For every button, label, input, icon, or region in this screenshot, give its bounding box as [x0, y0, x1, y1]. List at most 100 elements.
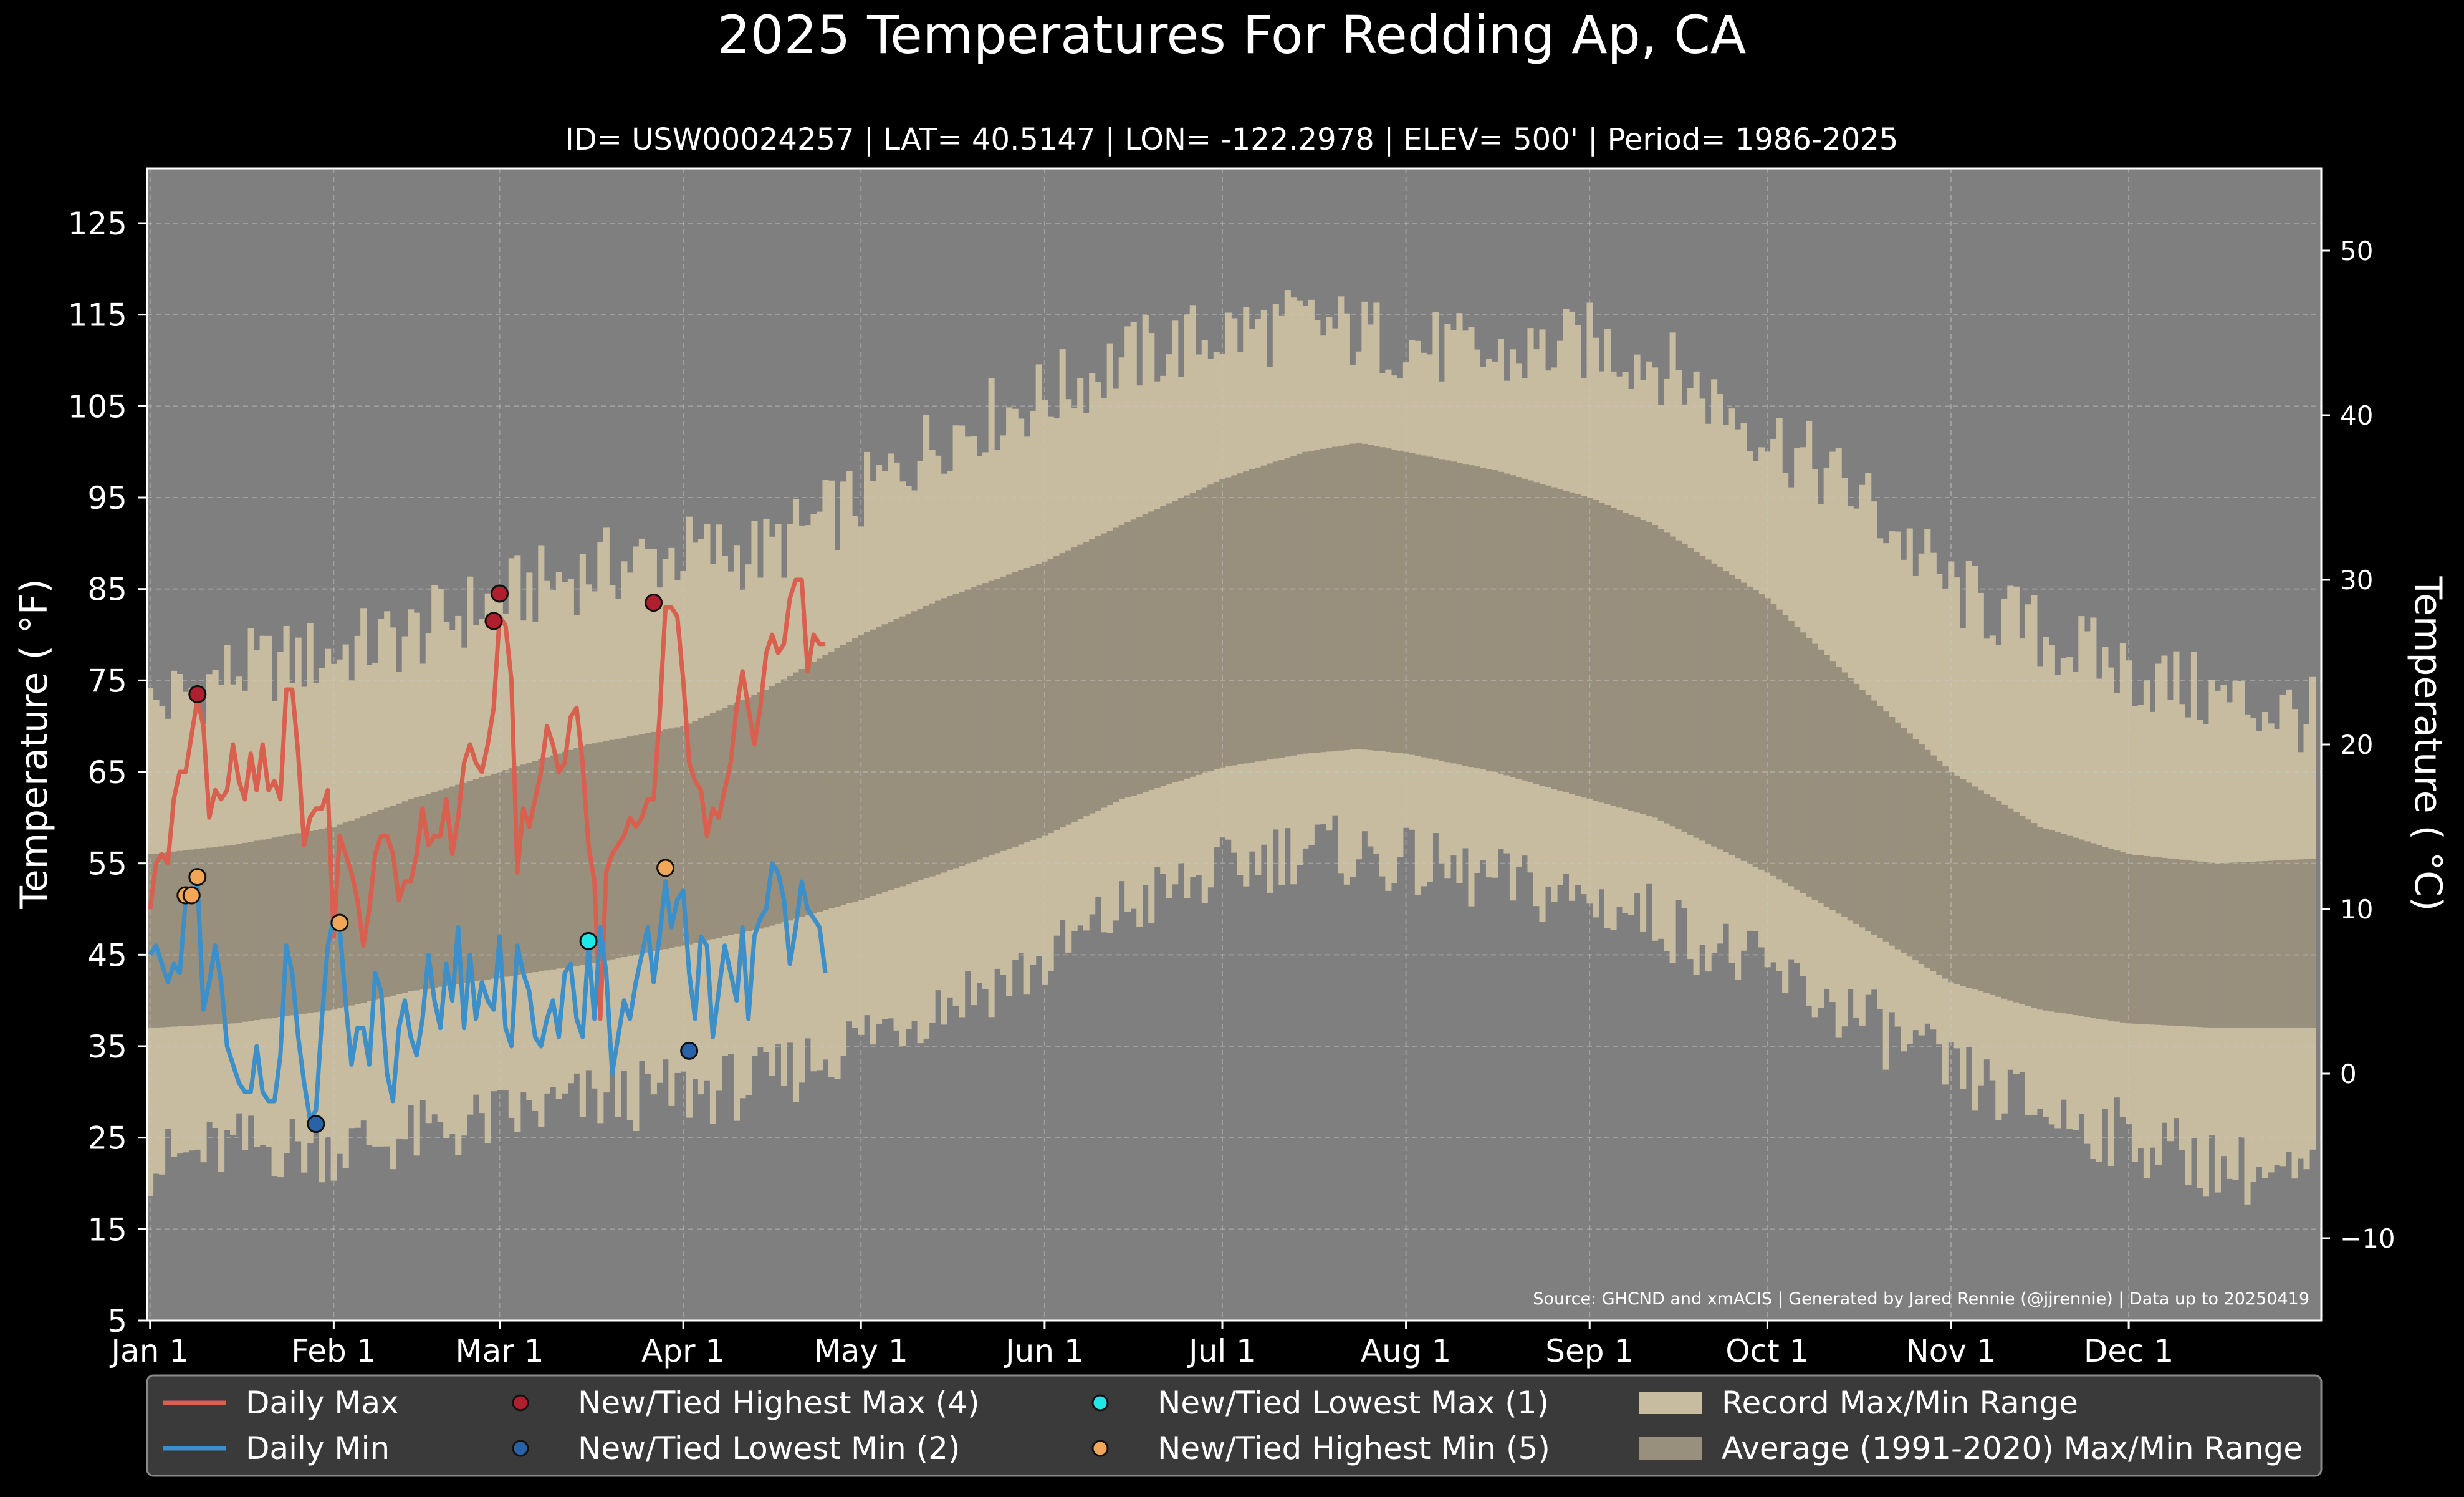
normal-range-bar: [1728, 575, 1735, 855]
normal-range-bar: [2036, 827, 2043, 1010]
normal-range-bar: [555, 753, 562, 969]
highest-max-marker: [490, 584, 509, 603]
normal-range-bar: [763, 690, 770, 928]
normal-range-bar: [1432, 458, 1439, 760]
normal-range-bar: [1402, 451, 1409, 754]
normal-range-bar: [2060, 834, 2067, 1014]
normal-range-bar: [1953, 775, 1960, 984]
normal-range-bar: [1290, 455, 1297, 756]
normal-range-bar: [626, 736, 633, 956]
normal-range-bar: [2273, 860, 2281, 1028]
normal-range-bar: [408, 799, 415, 991]
normal-range-bar: [1308, 451, 1315, 753]
normal-range-bar: [2226, 862, 2233, 1028]
normal-range-bar: [2031, 823, 2038, 1008]
normal-range-bar: [425, 794, 432, 989]
normal-range-bar: [1018, 570, 1025, 845]
normal-range-bar: [1249, 469, 1255, 763]
normal-range-bar: [757, 692, 764, 929]
normal-range-bar: [881, 624, 888, 892]
normal-range-bar: [1646, 522, 1652, 816]
normal-range-bar: [751, 695, 758, 930]
normal-range-bar: [1231, 475, 1238, 766]
normal-range-bar: [1640, 520, 1647, 814]
normal-range-bar: [496, 772, 503, 978]
normal-range-bar: [775, 683, 782, 924]
normal-range-bar: [1426, 456, 1433, 759]
y-tick-label-right: 50: [2340, 236, 2373, 266]
normal-range-bar: [2179, 859, 2186, 1026]
normal-range-bar: [1000, 576, 1007, 851]
y-tick-label-left: 125: [68, 206, 127, 242]
normal-range-bar: [662, 729, 669, 950]
normal-range-bar: [1213, 481, 1220, 769]
normal-range-bar: [2214, 863, 2222, 1028]
y-tick-label-right: 10: [2340, 894, 2373, 925]
normal-range-bar: [165, 852, 171, 1028]
lowest-max-marker: [579, 931, 598, 950]
normal-range-bar: [271, 837, 278, 1018]
x-axis: Jan 1 Feb 1 Mar 1 Apr 1 May 1 Jun 1 Jul 1 Aug 1…: [109, 1321, 2174, 1369]
normal-range-bar: [401, 801, 408, 993]
normal-range-bar: [822, 655, 829, 910]
normal-range-bar: [1497, 471, 1505, 774]
normal-range-bar: [1166, 503, 1172, 784]
normal-range-bar: [1201, 487, 1208, 773]
daily-max-line: [148, 577, 826, 1021]
normal-range-bar: [1711, 563, 1718, 847]
normal-range-bar: [2066, 835, 2073, 1014]
normal-range-bar: [390, 806, 396, 996]
normal-range-bar: [739, 700, 746, 933]
y-axis-label-right: Temperature ( °C): [2406, 576, 2450, 912]
normal-range-bar: [2149, 856, 2156, 1025]
normal-range-bar: [1480, 468, 1487, 770]
normal-range-bar: [1361, 443, 1368, 750]
normal-range-bar: [2131, 854, 2138, 1024]
y-tick-label-right: 20: [2340, 729, 2373, 760]
normal-range-bars: [147, 443, 2316, 1028]
normal-range-bar: [491, 773, 497, 979]
normal-range-bar: [668, 728, 675, 948]
normal-range-bar: [1634, 517, 1641, 813]
normal-range-bar: [176, 850, 183, 1027]
normal-range-legend-swatch: [1639, 1437, 1702, 1460]
normal-range-bar: [603, 741, 610, 961]
normal-range-bar: [1243, 471, 1250, 764]
normal-range-bar: [923, 605, 930, 878]
normal-range-bar: [562, 751, 568, 968]
highest-max-legend-swatch: [512, 1394, 529, 1412]
normal-range-bar: [633, 735, 640, 955]
normal-range-bar: [1207, 484, 1214, 771]
x-tick-label: May 1: [814, 1333, 908, 1369]
normal-range-bar: [863, 632, 871, 898]
normal-range-bar: [1853, 683, 1860, 924]
y-tick-label-left: 35: [87, 1029, 127, 1065]
normal-range-bar: [502, 770, 509, 977]
normal-range-bar: [1124, 522, 1131, 797]
normal-range-bar: [1675, 540, 1682, 829]
normal-range-bar: [656, 731, 663, 950]
left-y-axis: 5 15 25 35 45 55 65 75 85 95 105 115 125: [68, 206, 147, 1339]
normal-range-bar: [2161, 857, 2168, 1026]
normal-range-bar: [1302, 451, 1309, 754]
normal-range-bar: [254, 840, 261, 1021]
normal-range-bar: [1338, 445, 1345, 751]
record-range-legend-label: Record Max/Min Range: [1722, 1385, 2078, 1421]
normal-range-bar: [1267, 463, 1273, 760]
normal-range-bar: [810, 662, 817, 914]
normal-range-bar: [769, 686, 776, 926]
normal-range-bar: [1444, 460, 1451, 763]
normal-range-bar: [1960, 779, 1967, 986]
normal-range-bar: [1811, 643, 1818, 900]
normal-range-bar: [2019, 816, 2026, 1004]
normal-range-bar: [1314, 450, 1321, 753]
normal-range-bar: [1539, 484, 1546, 786]
normal-range-bar: [1972, 786, 1978, 990]
y-tick-label-right: 30: [2340, 565, 2373, 595]
normal-range-bar: [858, 635, 865, 900]
normal-range-bar: [2137, 855, 2144, 1024]
normal-range-bar: [1652, 525, 1659, 818]
normal-range-bar: [1023, 568, 1030, 843]
normal-range-bar: [289, 834, 296, 1016]
